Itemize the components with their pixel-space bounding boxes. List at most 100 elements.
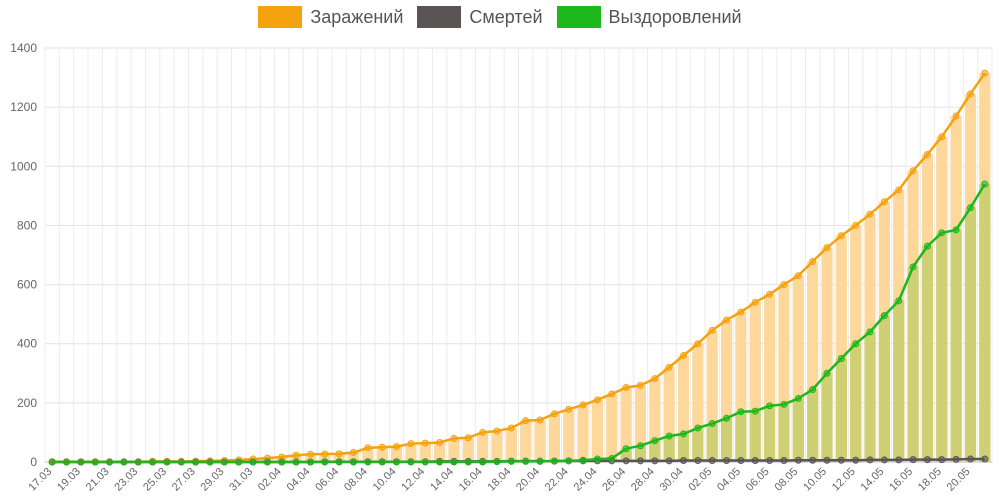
legend-swatch-infected — [258, 6, 303, 28]
bar-recovered — [950, 229, 962, 462]
x-tick-label: 02.05 — [686, 466, 714, 494]
point-recovered — [866, 328, 874, 336]
point-recovered — [206, 458, 214, 466]
bar-recovered — [907, 266, 919, 462]
bar-infected — [433, 442, 446, 462]
point-recovered — [981, 180, 989, 188]
point-recovered — [91, 458, 99, 466]
point-infected — [737, 308, 745, 316]
bar-infected — [749, 302, 761, 462]
point-recovered — [766, 402, 774, 410]
point-recovered — [680, 430, 688, 438]
point-recovered — [809, 386, 817, 394]
point-deaths — [952, 455, 960, 463]
point-recovered — [593, 455, 601, 463]
bar-infected — [462, 437, 474, 462]
point-recovered — [737, 408, 745, 416]
point-recovered — [665, 432, 673, 440]
y-axis-ticks: 0 200 400 600 800 1000 1200 1400 — [10, 41, 37, 469]
point-infected — [536, 416, 544, 424]
grid — [44, 47, 993, 463]
bar-infected — [778, 284, 790, 462]
point-recovered — [651, 437, 659, 445]
point-recovered — [235, 458, 243, 466]
point-deaths — [723, 457, 731, 465]
point-infected — [593, 396, 601, 404]
legend-label-infected: Заражений — [310, 6, 404, 27]
bar-infected — [706, 330, 718, 462]
bar-infected — [419, 443, 431, 462]
point-recovered — [751, 407, 759, 415]
x-tick-label: 17.03 — [26, 466, 54, 494]
legend-item-recovered[interactable]: Выздоровлений — [556, 6, 742, 28]
bar-infected — [362, 447, 374, 462]
bar-infected — [304, 454, 317, 462]
point-deaths — [938, 456, 946, 464]
bar-infected — [477, 432, 489, 462]
legend-item-infected[interactable]: Заражений — [258, 6, 403, 28]
legend-item-deaths[interactable]: Смертей — [417, 6, 543, 28]
point-infected — [335, 450, 343, 458]
y-tick-label: 200 — [17, 396, 37, 410]
bar-infected — [591, 399, 604, 462]
bar-recovered — [821, 373, 833, 462]
point-infected — [464, 434, 472, 442]
point-infected — [407, 440, 415, 448]
point-deaths — [837, 456, 845, 464]
point-recovered — [880, 312, 888, 320]
point-infected — [966, 90, 974, 98]
bar-infected — [520, 420, 532, 462]
point-recovered — [837, 355, 845, 362]
bar-infected — [563, 409, 575, 462]
point-infected — [306, 450, 314, 458]
x-tick-label: 06.05 — [744, 466, 772, 494]
point-recovered — [723, 414, 731, 422]
bar-infected — [735, 312, 747, 462]
point-recovered — [895, 297, 903, 305]
bar-recovered — [649, 440, 661, 462]
point-recovered — [249, 458, 257, 466]
bar-recovered — [893, 300, 905, 462]
bar-infected — [333, 453, 345, 462]
bar-recovered — [663, 435, 675, 462]
bar-infected — [634, 385, 647, 462]
point-infected — [837, 232, 845, 240]
point-deaths — [780, 457, 788, 465]
bar-infected — [319, 454, 331, 462]
point-deaths — [622, 457, 630, 465]
bar-recovered — [677, 433, 690, 462]
point-recovered — [450, 458, 458, 466]
point-recovered — [579, 456, 587, 464]
x-tick-label: 26.04 — [600, 466, 628, 494]
point-recovered — [636, 442, 644, 450]
x-tick-label: 08.04 — [342, 466, 370, 494]
legend-swatch-deaths — [417, 6, 462, 28]
point-recovered — [407, 458, 415, 466]
point-infected — [852, 221, 860, 229]
point-deaths — [751, 457, 759, 465]
point-recovered — [938, 229, 946, 237]
point-infected — [909, 167, 917, 175]
x-tick-label: 30.04 — [658, 466, 686, 494]
bar-recovered — [764, 405, 776, 462]
x-tick-label: 12.04 — [399, 466, 427, 494]
point-recovered — [120, 458, 128, 466]
point-infected — [421, 439, 429, 447]
bar-recovered — [964, 207, 977, 462]
point-recovered — [952, 226, 960, 234]
point-infected — [708, 326, 716, 334]
point-infected — [952, 112, 960, 120]
x-tick-label: 10.05 — [801, 466, 829, 494]
point-infected — [550, 410, 558, 418]
point-recovered — [852, 340, 860, 348]
point-recovered — [163, 458, 171, 466]
point-recovered — [966, 204, 974, 212]
point-recovered — [909, 263, 917, 271]
point-infected — [507, 424, 515, 432]
bar-infected — [548, 413, 560, 462]
bar-infected — [764, 294, 776, 462]
point-deaths — [708, 457, 716, 465]
x-tick-label: 14.04 — [428, 466, 456, 494]
x-tick-label: 08.05 — [772, 466, 800, 494]
point-infected — [923, 150, 931, 158]
